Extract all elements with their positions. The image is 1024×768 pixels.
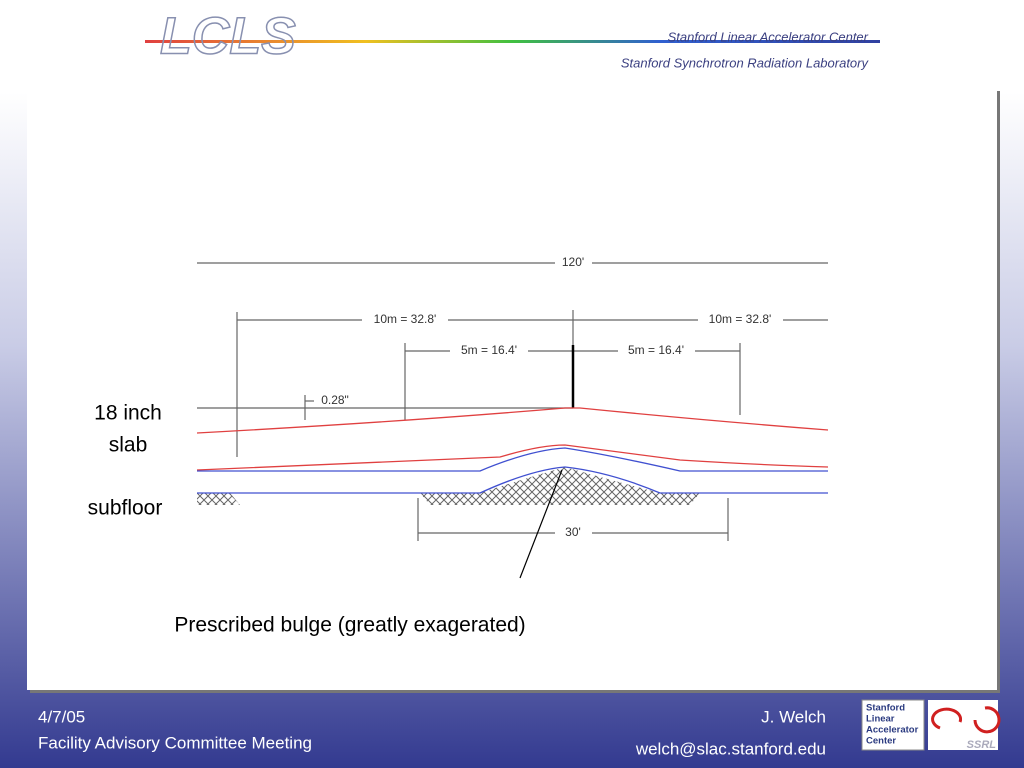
dimension-label: 5m = 16.4' bbox=[461, 343, 517, 357]
ssrl-text: SSRL bbox=[967, 739, 997, 751]
dimension-label: 5m = 16.4' bbox=[628, 343, 684, 357]
slac-logo-text: Linear bbox=[866, 714, 895, 725]
dimension-lines bbox=[197, 262, 828, 541]
pointer bbox=[519, 469, 563, 579]
slab-bottom bbox=[196, 444, 829, 471]
subfloor-hatch bbox=[197, 467, 700, 505]
lab-name: Stanford Synchrotron Radiation Laborator… bbox=[621, 55, 870, 70]
dimension-label: 30' bbox=[565, 525, 581, 539]
footer-date: 4/7/05 bbox=[38, 707, 85, 726]
dimension-label: 0.28" bbox=[321, 393, 349, 407]
header-rule bbox=[145, 40, 880, 43]
slab-label: 18 inch bbox=[94, 402, 162, 425]
dimension-label: 10m = 32.8' bbox=[709, 312, 772, 326]
bulge-label: Prescribed bulge (greatly exagerated) bbox=[174, 614, 525, 637]
subfloor-top bbox=[197, 447, 828, 472]
ssrl-icon bbox=[931, 706, 1001, 734]
subfloor-bottom bbox=[197, 466, 828, 494]
logo: LCLS bbox=[160, 8, 296, 66]
footer-meeting: Facility Advisory Committee Meeting bbox=[38, 733, 312, 752]
slab-label: slab bbox=[109, 434, 148, 457]
slac-logo-text: Center bbox=[866, 736, 896, 747]
panel bbox=[27, 88, 997, 690]
slac-logo-text: Accelerator bbox=[866, 725, 919, 736]
dimension-label: 120' bbox=[562, 255, 584, 269]
footer-author: J. Welch bbox=[761, 707, 826, 726]
subfloor-label: subfloor bbox=[88, 497, 163, 520]
slac-logo bbox=[861, 699, 925, 751]
footer-email: welch@slac.stanford.edu bbox=[635, 739, 826, 758]
lab-name: Stanford Linear Accelerator Center bbox=[668, 29, 869, 44]
slab-top bbox=[196, 407, 829, 434]
dimension-label: 10m = 32.8' bbox=[374, 312, 437, 326]
slac-logo-text: Stanford bbox=[866, 703, 905, 714]
